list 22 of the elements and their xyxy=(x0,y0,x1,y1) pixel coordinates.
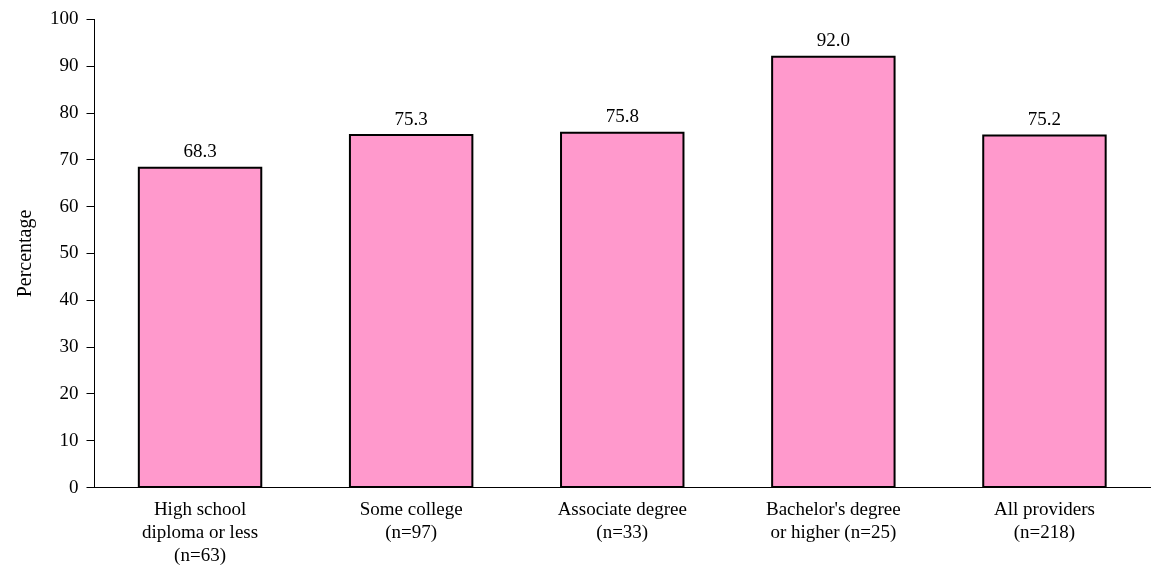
x-tick-label: High school diploma or less (n=63) xyxy=(142,497,259,566)
y-tick-label: 100 xyxy=(50,7,79,29)
y-tick-label: 70 xyxy=(59,147,79,169)
data-label: 92.0 xyxy=(816,29,850,51)
y-tick-label: 90 xyxy=(59,54,79,76)
data-label: 75.2 xyxy=(1027,108,1062,129)
y-tick-label: 30 xyxy=(59,335,79,357)
y-tick-label: 20 xyxy=(59,381,79,403)
data-label: 68.3 xyxy=(183,140,217,162)
y-tick-label: 60 xyxy=(59,194,79,216)
y-tick-label: 10 xyxy=(59,428,79,450)
data-label: 75.3 xyxy=(394,107,428,129)
y-tick-label: 80 xyxy=(59,101,79,123)
x-tick-label: Some college (n=97) xyxy=(359,497,463,543)
y-tick-label: 40 xyxy=(59,288,79,310)
y-tick-label: 0 xyxy=(69,475,79,497)
x-tick-label: Associate degree (n=33) xyxy=(557,497,687,543)
x-tick-label: All providers (n=218) xyxy=(994,497,1095,543)
x-tick-label: Bachelor's degree or higher (n=25) xyxy=(765,497,901,543)
data-label: 75.8 xyxy=(605,105,639,127)
y-tick-label: 50 xyxy=(59,241,79,263)
y-axis-title: Percentage xyxy=(13,209,37,298)
